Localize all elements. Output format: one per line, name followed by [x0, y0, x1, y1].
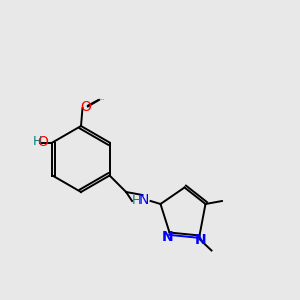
Text: N: N — [138, 194, 148, 207]
Text: O: O — [81, 100, 92, 113]
Text: H: H — [132, 194, 141, 207]
Text: N: N — [195, 233, 207, 247]
Text: methoxy: methoxy — [99, 99, 105, 100]
Text: N: N — [161, 230, 173, 244]
Text: O: O — [37, 135, 48, 148]
Text: H: H — [33, 135, 42, 148]
